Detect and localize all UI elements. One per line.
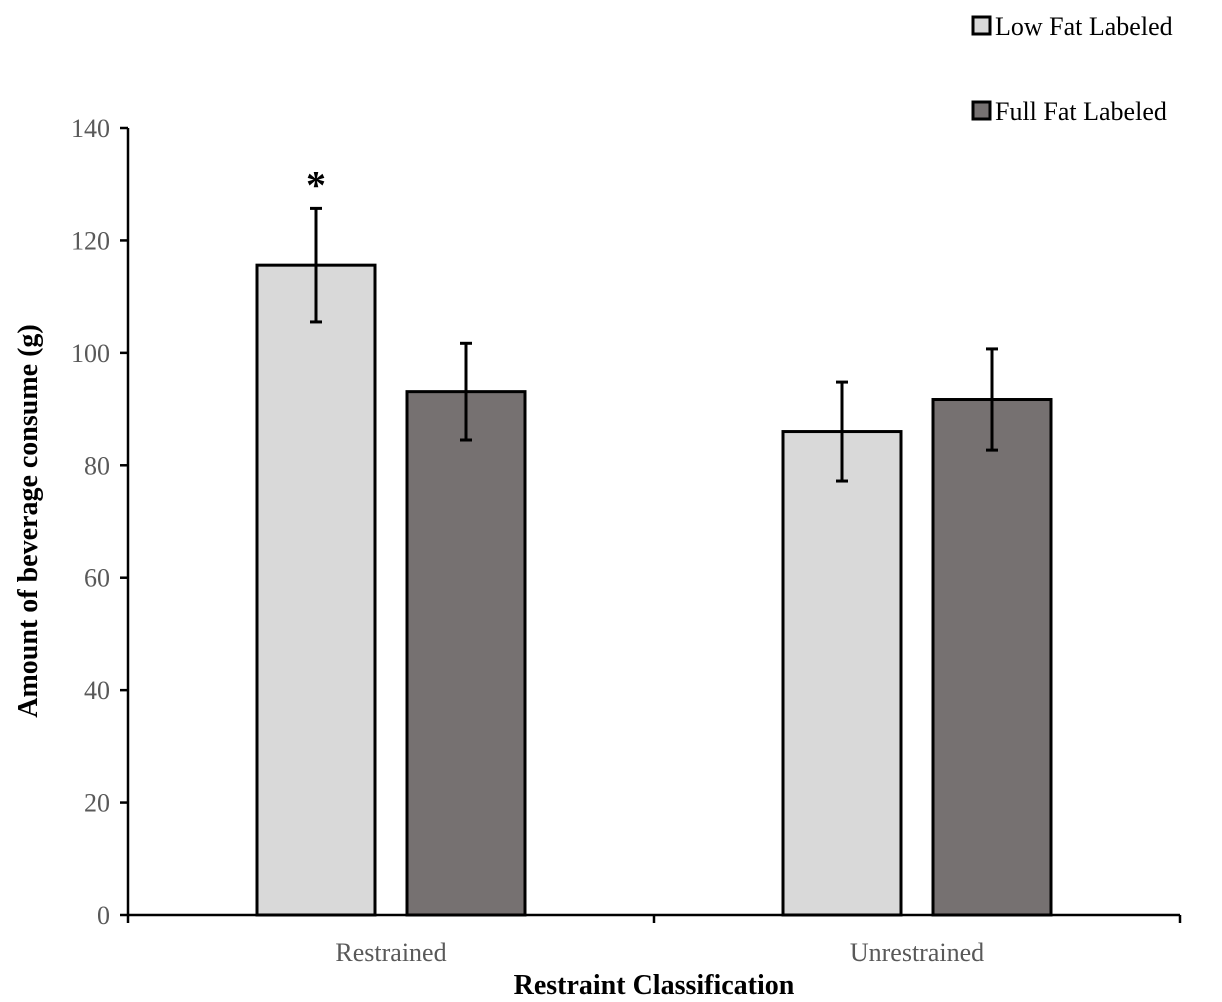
y-tick-label-100: 100 bbox=[71, 339, 110, 368]
bar-full-fat-labeled-unrestrained bbox=[931, 398, 1053, 917]
y-tick-label-60: 60 bbox=[84, 564, 110, 593]
y-tick-label-20: 20 bbox=[84, 789, 110, 818]
y-tick-label-80: 80 bbox=[84, 451, 110, 480]
axes-group: 0 20 40 60 80 100 120 140 Restrained Unrestrained bbox=[71, 114, 1182, 967]
legend: Low Fat Labeled Full Fat Labeled bbox=[971, 12, 1173, 126]
significance-marker: * bbox=[306, 162, 326, 207]
bar-low-fat-labeled-unrestrained bbox=[781, 430, 903, 917]
bar-full-fat-labeled-restrained bbox=[405, 390, 527, 917]
legend-swatch-low-fat-labeled bbox=[971, 15, 992, 36]
y-tick-label-140: 140 bbox=[71, 114, 110, 143]
annotations-group: * bbox=[306, 162, 326, 207]
x-axis-title: Restraint Classification bbox=[514, 970, 795, 1001]
bars-group bbox=[255, 263, 1053, 917]
bar-low-fat-labeled-restrained bbox=[255, 263, 377, 917]
y-axis-title: Amount of beverage consume (g) bbox=[13, 324, 44, 718]
y-tick-label-40: 40 bbox=[84, 676, 110, 705]
legend-label-low-fat-labeled: Low Fat Labeled bbox=[995, 12, 1173, 41]
y-tick-label-120: 120 bbox=[71, 226, 110, 255]
error-bars-group bbox=[310, 206, 998, 483]
y-tick-label-0: 0 bbox=[97, 901, 110, 930]
x-tick-label-unrestrained: Unrestrained bbox=[850, 938, 984, 967]
legend-label-full-fat-labeled: Full Fat Labeled bbox=[995, 97, 1167, 126]
legend-swatch-full-fat-labeled bbox=[971, 100, 992, 121]
x-tick-label-restrained: Restrained bbox=[335, 938, 446, 967]
